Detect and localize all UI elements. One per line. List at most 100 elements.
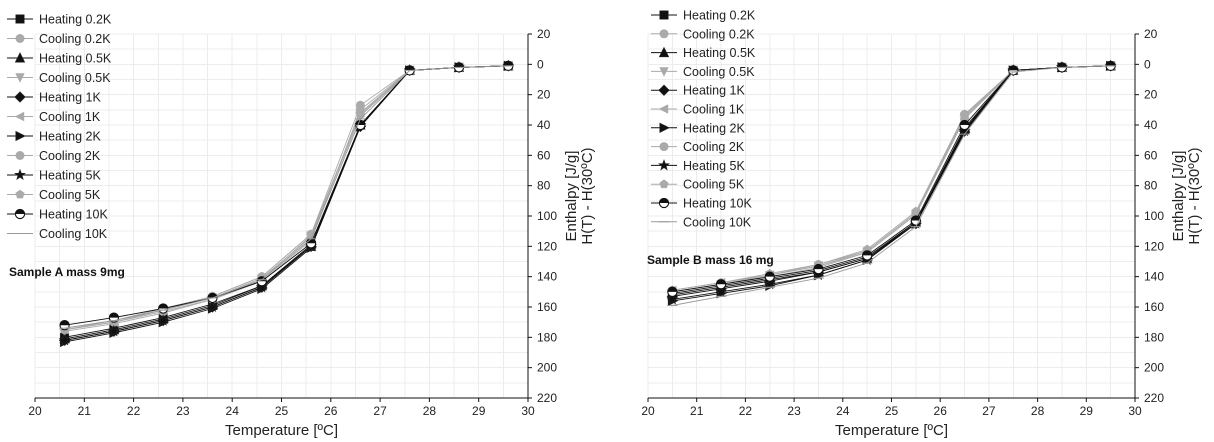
chart-a-y-tick-label: 0 bbox=[537, 57, 544, 71]
chart-a-legend-label: Heating 0.5K bbox=[39, 52, 112, 66]
chart-panel-sample-b: 20 21 22 23 24 25 26 27 28 29 30 20 0 20 40 60 80 100 120 1… bbox=[607, 0, 1214, 442]
chart-a-y-tick-label: 20 bbox=[537, 88, 551, 102]
chart-a-series-cooling-1k bbox=[59, 61, 513, 335]
chart-sample-a: 20 21 22 23 24 25 26 27 28 29 30200204060801001201… bbox=[7, 13, 596, 439]
chart-b-x-tick-label: 21 bbox=[690, 404, 704, 418]
chart-a-legend-item-heating-0-5k: Heating 0.5K bbox=[7, 52, 112, 66]
chart-b-legend-label: Heating 0.2K bbox=[683, 9, 756, 23]
chart-b-series-cooling-10k-line bbox=[672, 65, 1111, 306]
chart-b-legend-item-cooling-2k: Cooling 2K bbox=[651, 140, 745, 154]
chart-a-y-tick-label: 140 bbox=[537, 270, 557, 284]
chart-a-y-axis-title: Enthalpy [J/g] bbox=[563, 151, 580, 242]
chart-b-legend-item-heating-2k: Heating 2K bbox=[651, 121, 746, 135]
chart-b-series-heating-10k-point-fill bbox=[862, 250, 872, 256]
chart-a-legend-marker-fill bbox=[15, 209, 25, 214]
chart-b-series-heating-10k-point-fill bbox=[1106, 61, 1116, 66]
chart-a-y-tick-label: 20 bbox=[537, 27, 551, 41]
chart-a-series-heating-10k-point bbox=[355, 119, 366, 131]
chart-b-series-heating-10k-point-fill bbox=[911, 215, 921, 221]
chart-b-series-heating-10k-point bbox=[813, 263, 824, 275]
chart-b-legend-item-heating-1k: Heating 1K bbox=[651, 84, 746, 98]
chart-b-x-axis-title: Temperature [ºC] bbox=[835, 422, 948, 439]
chart-a-legend-item-heating-0-2k: Heating 0.2K bbox=[7, 13, 112, 27]
chart-sample-b: 20 21 22 23 24 25 26 27 28 29 30200204060801001201… bbox=[641, 9, 1203, 440]
chart-a-legend-marker bbox=[14, 208, 26, 220]
chart-b-legend-item-heating-10k: Heating 10K bbox=[651, 197, 752, 211]
chart-a-legend-label: Cooling 1K bbox=[39, 110, 101, 124]
chart-a-series-heating-0-5k-line bbox=[64, 65, 509, 340]
chart-a-x-tick-label: 21 bbox=[78, 404, 92, 418]
chart-a-legend-item-cooling-0-2k: Cooling 0.2K bbox=[7, 32, 111, 46]
chart-a-legend-label: Cooling 10K bbox=[39, 227, 108, 241]
chart-b-series-heating-10k-point bbox=[861, 250, 873, 261]
chart-b-y-axis-title: Enthalpy [J/g] bbox=[1170, 151, 1187, 242]
chart-b-series-heating-10k bbox=[667, 60, 1116, 297]
chart-b-x-ticks: 20 21 22 23 24 25 26 27 28 29 30 bbox=[641, 398, 1142, 418]
chart-a-legend-label: Heating 2K bbox=[39, 130, 102, 144]
chart-b-legend-marker bbox=[658, 46, 670, 58]
chart-a-series-heating-10k-point-fill bbox=[109, 313, 119, 318]
chart-b-legend-item-heating-0-5k: Heating 0.5K bbox=[651, 46, 756, 60]
chart-a-x-tick-label: 28 bbox=[423, 404, 437, 418]
chart-b-series-cooling-5k-point bbox=[959, 109, 970, 119]
chart-a-x-tick-label: 22 bbox=[127, 404, 141, 418]
chart-b-series-heating-10k-point bbox=[667, 286, 678, 297]
chart-panel-sample-a: 20 21 22 23 24 25 26 27 28 29 30 20 0 20 40 60 80 100 120 1… bbox=[7, 13, 596, 439]
chart-a-x-tick-label: 23 bbox=[176, 404, 190, 418]
chart-a-series-heating-10k-point-fill bbox=[158, 303, 168, 309]
chart-b-legend-label: Cooling 10K bbox=[683, 215, 752, 229]
chart-a-legend-marker bbox=[15, 14, 25, 24]
chart-a-legend-item-heating-2k: Heating 2K bbox=[7, 130, 102, 144]
chart-b-series-cooling-5k-point bbox=[911, 206, 921, 216]
chart-a-y-axis-subtitle: H(T) - H(30ºC) bbox=[579, 147, 596, 244]
chart-b-legend-marker bbox=[658, 104, 669, 114]
chart-b-series-heating-10k-point-fill bbox=[1008, 65, 1018, 71]
chart-b-y-tick-label: 140 bbox=[1144, 270, 1164, 284]
chart-b-y-tick-label: 40 bbox=[1144, 118, 1158, 132]
chart-b-legend-marker bbox=[658, 197, 670, 209]
chart-a-legend-item-heating-5k: Heating 5K bbox=[7, 169, 102, 183]
chart-b-y-tick-label: 120 bbox=[1144, 239, 1164, 253]
chart-b-x-tick-label: 28 bbox=[1031, 404, 1045, 418]
chart-a-legend-item-cooling-2k: Cooling 2K bbox=[7, 149, 101, 163]
chart-b-series-heating-10k-point-fill bbox=[716, 279, 726, 285]
chart-b-y-tick-label: 20 bbox=[1144, 27, 1158, 41]
chart-b-x-tick-label: 27 bbox=[982, 404, 996, 418]
chart-a-y-tick-label: 60 bbox=[537, 148, 551, 162]
chart-a-series-heating-10k-point-fill bbox=[405, 65, 415, 71]
chart-b-series-heating-10k-point-fill bbox=[765, 272, 775, 277]
chart-b-x-tick-label: 24 bbox=[836, 404, 850, 418]
chart-b-x-tick-label: 20 bbox=[641, 404, 655, 418]
chart-a-series-heating-5k-point bbox=[58, 334, 71, 346]
chart-b-x-tick-label: 23 bbox=[787, 404, 801, 418]
chart-a-legend-label: Cooling 0.2K bbox=[39, 32, 111, 46]
chart-b-legend-item-cooling-0-2k: Cooling 0.2K bbox=[651, 27, 755, 41]
chart-b-y-tick-label: 0 bbox=[1144, 57, 1151, 71]
chart-a-legend-label: Heating 10K bbox=[39, 208, 108, 222]
chart-a-legend-item-cooling-0-5k: Cooling 0.5K bbox=[7, 71, 111, 85]
chart-b-series-heating-10k-point-fill bbox=[667, 287, 677, 292]
chart-b-y-tick-label: 180 bbox=[1144, 330, 1164, 344]
chart-a-x-tick-label: 30 bbox=[521, 404, 535, 418]
chart-b-y-tick-label: 220 bbox=[1144, 391, 1164, 405]
chart-a-series-heating-2k-line bbox=[64, 65, 509, 343]
chart-a-series-cooling-2k-point bbox=[355, 100, 365, 110]
chart-a-series-cooling-5k-point bbox=[306, 229, 316, 239]
chart-a-y-tick-label: 180 bbox=[537, 330, 557, 344]
chart-b-y-tick-label: 100 bbox=[1144, 209, 1164, 223]
chart-b-series-cooling-10k bbox=[667, 65, 1116, 306]
chart-b-x-tick-label: 30 bbox=[1128, 404, 1142, 418]
chart-b-legend-label: Cooling 5K bbox=[683, 178, 745, 192]
chart-a-series-heating-0-2k bbox=[60, 61, 513, 342]
chart-b-legend-marker bbox=[659, 29, 669, 39]
chart-a-legend-item-heating-1k: Heating 1K bbox=[7, 91, 102, 105]
chart-a-legend-marker bbox=[14, 52, 26, 63]
chart-b-legend-label: Heating 10K bbox=[683, 197, 752, 211]
chart-a-legend-marker bbox=[15, 151, 25, 160]
chart-a-grid bbox=[34, 33, 529, 399]
chart-a-series-heating-10k-point-fill bbox=[503, 61, 513, 66]
chart-b-legend-marker bbox=[659, 142, 669, 152]
chart-b-legend-label: Heating 1K bbox=[683, 84, 746, 98]
chart-a-legend: Heating 0.2K Cooling 0.2K Heating 0.5K Cool… bbox=[7, 13, 112, 241]
